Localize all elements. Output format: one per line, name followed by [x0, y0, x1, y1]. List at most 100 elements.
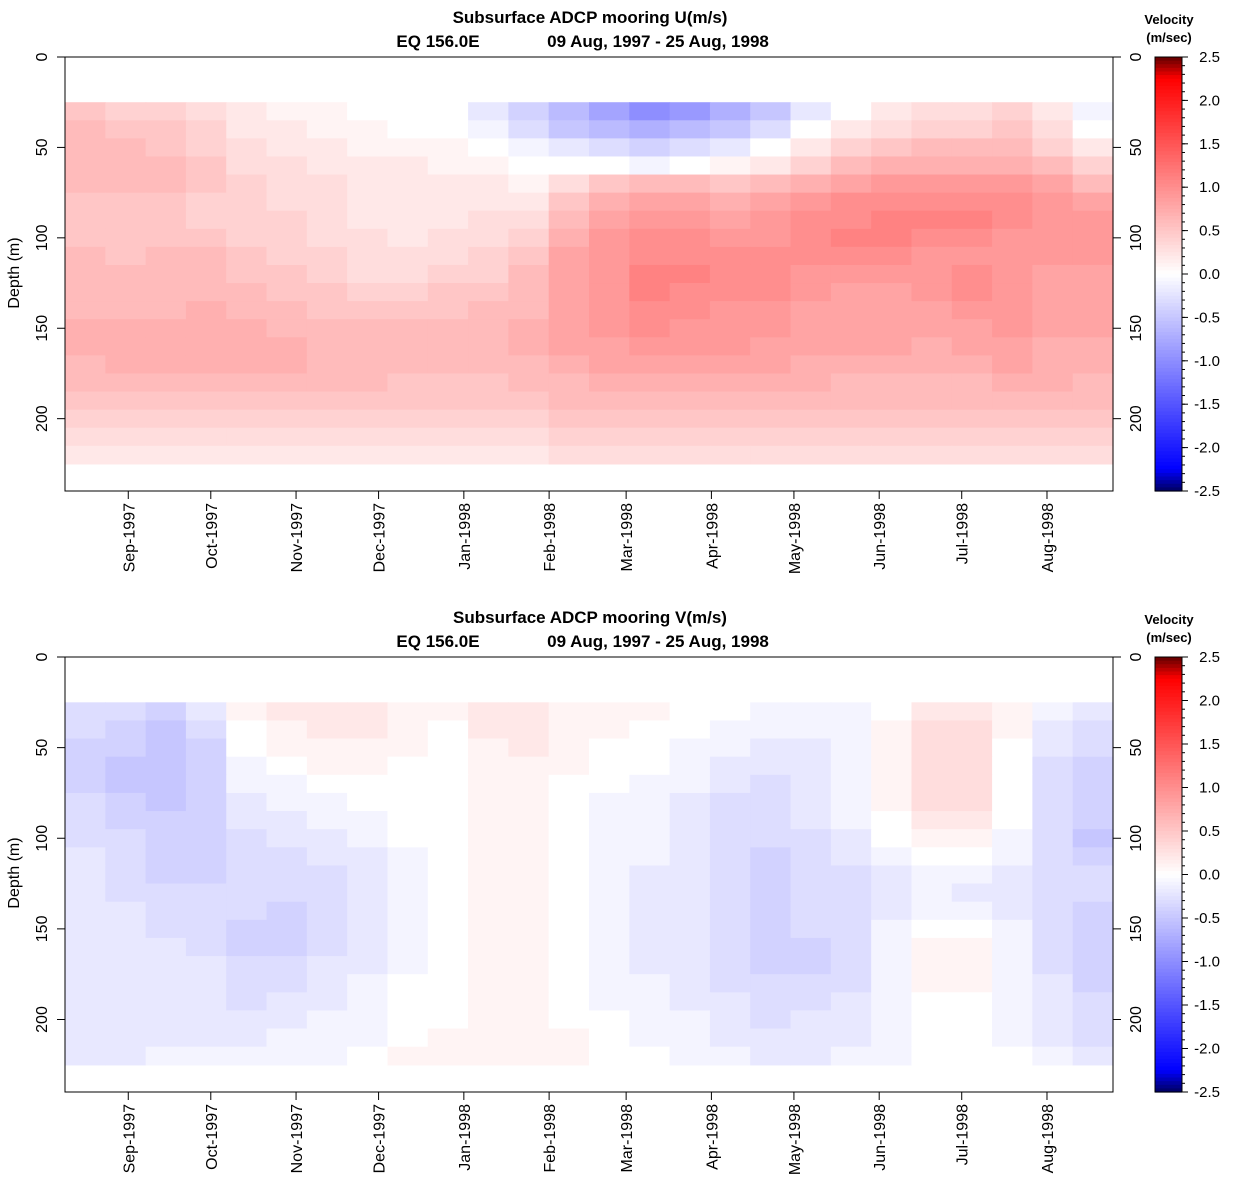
v-colorbar-swatch: [1155, 686, 1182, 691]
v-heatmap-cell: [830, 1046, 872, 1066]
u-heatmap-cell: [226, 264, 268, 284]
u-heatmap-cell: [508, 391, 550, 411]
v-heatmap-cell: [629, 937, 671, 957]
v-heatmap-cell: [468, 974, 509, 993]
v-heatmap-cell: [669, 774, 711, 794]
u-heatmap-cell: [508, 283, 550, 302]
v-heatmap-cell: [992, 1010, 1033, 1030]
u-heatmap-cell: [427, 156, 469, 176]
u-heatmap-cell: [992, 283, 1033, 302]
u-colorbar-swatch: [1155, 187, 1182, 192]
u-heatmap-cell: [830, 409, 872, 429]
v-heatmap-cell: [65, 865, 106, 885]
v-colorbar-swatch: [1155, 791, 1182, 796]
u-heatmap-cell: [427, 283, 469, 302]
v-heatmap-cell: [266, 974, 308, 993]
v-plot-frame: [64, 656, 1114, 1093]
u-heatmap-cell: [65, 120, 106, 139]
v-colorbar-swatch: [1155, 856, 1182, 861]
v-heatmap-cell: [790, 1046, 832, 1066]
v-heatmap-cell: [65, 956, 106, 975]
u-colorbar-swatch: [1155, 252, 1182, 257]
u-heatmap-cell: [750, 228, 792, 248]
v-heatmap-cell: [306, 865, 348, 885]
v-heatmap-cell: [548, 883, 590, 903]
v-x-tick-label: Jan-1998: [457, 1104, 474, 1171]
v-heatmap-cell: [871, 738, 913, 758]
u-heatmap-cell: [871, 445, 913, 465]
u-heatmap-cell: [548, 445, 590, 465]
u-y-tick-label-left: 150: [34, 315, 51, 342]
v-colorbar-swatch: [1155, 957, 1182, 963]
v-heatmap-cell: [911, 937, 953, 957]
v-colorbar-swatch: [1155, 845, 1182, 850]
v-heatmap-cell: [871, 702, 913, 722]
u-heatmap-cell: [145, 445, 187, 465]
v-heatmap-cell: [226, 847, 268, 867]
u-colorbar-swatch: [1155, 364, 1182, 369]
u-heatmap-cell: [347, 192, 389, 212]
v-heatmap-cell: [427, 1028, 469, 1048]
v-heatmap-cell: [1072, 937, 1114, 957]
v-colorbar-swatch: [1155, 1048, 1182, 1053]
v-heatmap-cell: [629, 1010, 671, 1030]
u-colorbar-swatch: [1155, 147, 1182, 152]
u-heatmap-cell: [1072, 246, 1114, 266]
v-heatmap-cell: [750, 829, 792, 848]
v-heatmap-cell: [145, 974, 187, 993]
u-heatmap-cell: [226, 391, 268, 411]
u-heatmap-cell: [790, 427, 832, 447]
v-heatmap-cell: [306, 1046, 348, 1066]
u-heatmap-cell: [105, 192, 147, 212]
u-heatmap-cell: [669, 337, 711, 356]
u-heatmap-cell: [387, 156, 429, 176]
v-colorbar-swatch: [1155, 696, 1182, 702]
u-colorbar-swatch: [1155, 201, 1182, 206]
v-heatmap-cell: [145, 792, 187, 812]
v-heatmap-cell: [347, 1010, 389, 1030]
v-heatmap-cell: [508, 774, 550, 794]
u-heatmap-cell: [992, 156, 1033, 176]
u-heatmap-cell: [185, 391, 227, 411]
u-heatmap-cell: [226, 319, 268, 338]
u-heatmap-cell: [790, 319, 832, 338]
u-heatmap-cell: [669, 301, 711, 320]
u-heatmap-cell: [589, 337, 630, 356]
u-heatmap-cell: [185, 283, 227, 302]
u-heatmap-cell: [387, 283, 429, 302]
u-colorbar-swatch: [1155, 487, 1182, 492]
u-heatmap-cell: [105, 246, 147, 266]
v-colorbar-swatch: [1155, 744, 1182, 749]
u-heatmap-cell: [185, 102, 227, 121]
v-heatmap-cell: [468, 720, 509, 740]
u-y-tick-label-right: 50: [1128, 138, 1145, 156]
v-heatmap-cell: [750, 992, 792, 1012]
v-colorbar-swatch: [1155, 1034, 1182, 1039]
u-colorbar-swatch: [1155, 425, 1182, 431]
v-heatmap-cell: [790, 847, 832, 867]
u-heatmap-cell: [266, 138, 308, 158]
u-heatmap-cell: [105, 319, 147, 338]
u-heatmap-cell: [951, 301, 993, 320]
v-heatmap-cell: [306, 1010, 348, 1030]
v-heatmap-cell: [1072, 901, 1114, 921]
u-y-tick-label-left: 200: [34, 405, 51, 432]
u-colorbar-swatch: [1155, 234, 1182, 239]
v-heatmap-cell: [871, 901, 913, 921]
u-heatmap-cell: [427, 445, 469, 465]
v-colorbar-swatch: [1155, 976, 1182, 981]
v-heatmap-cell: [105, 738, 147, 758]
u-colorbar-swatch: [1155, 208, 1182, 214]
u-x-tick-label: Dec-1997: [372, 503, 389, 572]
v-colorbar-swatch: [1155, 954, 1182, 959]
v-heatmap-cell: [790, 756, 832, 776]
u-colorbar-swatch: [1155, 353, 1182, 358]
u-heatmap-cell: [266, 283, 308, 302]
v-heatmap-cell: [226, 956, 268, 975]
u-x-tick-label: Jan-1998: [457, 503, 474, 570]
v-heatmap-cell: [589, 901, 630, 921]
v-heatmap-cell: [226, 901, 268, 921]
v-heatmap-cell: [145, 956, 187, 975]
v-colorbar-swatch: [1155, 827, 1182, 832]
u-heatmap-cell: [548, 228, 590, 248]
